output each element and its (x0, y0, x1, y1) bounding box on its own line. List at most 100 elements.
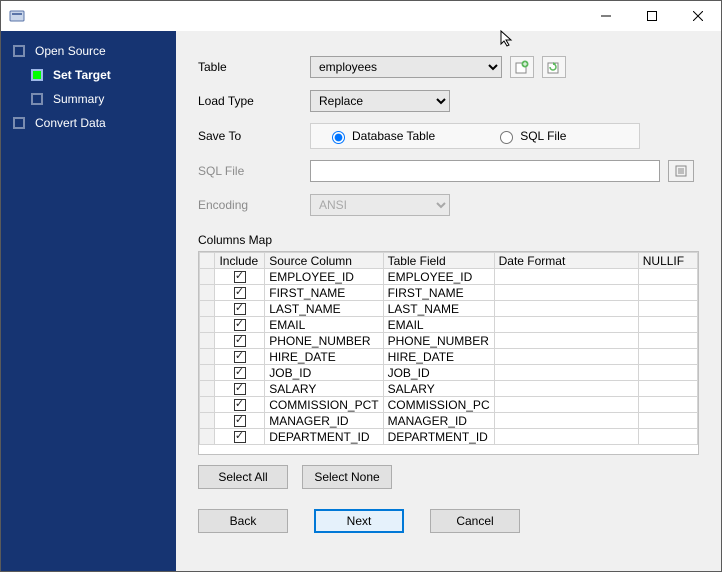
cell-source[interactable]: LAST_NAME (265, 301, 383, 317)
include-checkbox[interactable] (234, 335, 246, 347)
load-type-select[interactable]: Replace (310, 90, 450, 112)
cell-include[interactable] (215, 333, 265, 349)
include-checkbox[interactable] (234, 415, 246, 427)
back-button[interactable]: Back (198, 509, 288, 533)
cell-source[interactable]: EMPLOYEE_ID (265, 269, 383, 285)
cell-include[interactable] (215, 269, 265, 285)
table-row[interactable]: DEPARTMENT_IDDEPARTMENT_ID (200, 429, 698, 445)
table-row[interactable]: COMMISSION_PCTCOMMISSION_PC (200, 397, 698, 413)
cell-date-format[interactable] (494, 397, 638, 413)
select-all-button[interactable]: Select All (198, 465, 288, 489)
wizard-step-set-target[interactable]: Set Target (1, 63, 176, 87)
row-header[interactable] (200, 365, 215, 381)
cell-date-format[interactable] (494, 317, 638, 333)
cell-include[interactable] (215, 429, 265, 445)
cell-nullif[interactable] (638, 333, 697, 349)
cell-target[interactable]: SALARY (383, 381, 494, 397)
wizard-step-convert-data[interactable]: Convert Data (1, 111, 176, 135)
new-table-button[interactable] (510, 56, 534, 78)
cell-nullif[interactable] (638, 397, 697, 413)
cell-nullif[interactable] (638, 269, 697, 285)
cell-date-format[interactable] (494, 381, 638, 397)
cancel-button[interactable]: Cancel (430, 509, 520, 533)
row-header[interactable] (200, 429, 215, 445)
cell-target[interactable]: LAST_NAME (383, 301, 494, 317)
cell-target[interactable]: MANAGER_ID (383, 413, 494, 429)
include-checkbox[interactable] (234, 383, 246, 395)
cell-date-format[interactable] (494, 429, 638, 445)
include-checkbox[interactable] (234, 271, 246, 283)
grid-header-nullif[interactable]: NULLIF (638, 253, 697, 269)
cell-date-format[interactable] (494, 333, 638, 349)
cell-nullif[interactable] (638, 381, 697, 397)
cell-source[interactable]: HIRE_DATE (265, 349, 383, 365)
row-header[interactable] (200, 381, 215, 397)
table-row[interactable]: EMPLOYEE_IDEMPLOYEE_ID (200, 269, 698, 285)
row-header[interactable] (200, 317, 215, 333)
table-row[interactable]: MANAGER_IDMANAGER_ID (200, 413, 698, 429)
cell-nullif[interactable] (638, 429, 697, 445)
row-header[interactable] (200, 397, 215, 413)
include-checkbox[interactable] (234, 431, 246, 443)
row-header[interactable] (200, 349, 215, 365)
grid-header-target[interactable]: Table Field (383, 253, 494, 269)
grid-header-include[interactable]: Include (215, 253, 265, 269)
cell-target[interactable]: EMPLOYEE_ID (383, 269, 494, 285)
close-button[interactable] (675, 1, 721, 31)
cell-include[interactable] (215, 285, 265, 301)
select-none-button[interactable]: Select None (302, 465, 392, 489)
include-checkbox[interactable] (234, 287, 246, 299)
cell-nullif[interactable] (638, 365, 697, 381)
grid-header-source[interactable]: Source Column (265, 253, 383, 269)
cell-nullif[interactable] (638, 285, 697, 301)
cell-date-format[interactable] (494, 301, 638, 317)
cell-source[interactable]: MANAGER_ID (265, 413, 383, 429)
row-header[interactable] (200, 285, 215, 301)
include-checkbox[interactable] (234, 399, 246, 411)
cell-nullif[interactable] (638, 413, 697, 429)
cell-source[interactable]: PHONE_NUMBER (265, 333, 383, 349)
cell-source[interactable]: COMMISSION_PCT (265, 397, 383, 413)
table-row[interactable]: PHONE_NUMBERPHONE_NUMBER (200, 333, 698, 349)
grid-header-dateformat[interactable]: Date Format (494, 253, 638, 269)
include-checkbox[interactable] (234, 319, 246, 331)
row-header[interactable] (200, 269, 215, 285)
cell-target[interactable]: COMMISSION_PC (383, 397, 494, 413)
cell-source[interactable]: FIRST_NAME (265, 285, 383, 301)
table-row[interactable]: HIRE_DATEHIRE_DATE (200, 349, 698, 365)
table-row[interactable]: SALARYSALARY (200, 381, 698, 397)
cell-source[interactable]: JOB_ID (265, 365, 383, 381)
include-checkbox[interactable] (234, 303, 246, 315)
cell-nullif[interactable] (638, 317, 697, 333)
maximize-button[interactable] (629, 1, 675, 31)
table-row[interactable]: JOB_IDJOB_ID (200, 365, 698, 381)
row-header[interactable] (200, 333, 215, 349)
cell-date-format[interactable] (494, 285, 638, 301)
table-select[interactable]: employees (310, 56, 502, 78)
row-header[interactable] (200, 413, 215, 429)
table-row[interactable]: EMAILEMAIL (200, 317, 698, 333)
cell-target[interactable]: HIRE_DATE (383, 349, 494, 365)
cell-include[interactable] (215, 397, 265, 413)
wizard-step-summary[interactable]: Summary (1, 87, 176, 111)
refresh-table-button[interactable] (542, 56, 566, 78)
minimize-button[interactable] (583, 1, 629, 31)
cell-target[interactable]: DEPARTMENT_ID (383, 429, 494, 445)
cell-include[interactable] (215, 349, 265, 365)
include-checkbox[interactable] (234, 367, 246, 379)
wizard-step-open-source[interactable]: Open Source (1, 39, 176, 63)
cell-source[interactable]: SALARY (265, 381, 383, 397)
next-button[interactable]: Next (314, 509, 404, 533)
cell-include[interactable] (215, 381, 265, 397)
cell-source[interactable]: DEPARTMENT_ID (265, 429, 383, 445)
cell-target[interactable]: JOB_ID (383, 365, 494, 381)
save-to-db-radio[interactable]: Database Table (327, 128, 435, 144)
cell-include[interactable] (215, 413, 265, 429)
table-row[interactable]: LAST_NAMELAST_NAME (200, 301, 698, 317)
columns-grid[interactable]: Include Source Column Table Field Date F… (198, 251, 699, 455)
include-checkbox[interactable] (234, 351, 246, 363)
cell-target[interactable]: EMAIL (383, 317, 494, 333)
table-row[interactable]: FIRST_NAMEFIRST_NAME (200, 285, 698, 301)
row-header[interactable] (200, 301, 215, 317)
cell-target[interactable]: PHONE_NUMBER (383, 333, 494, 349)
